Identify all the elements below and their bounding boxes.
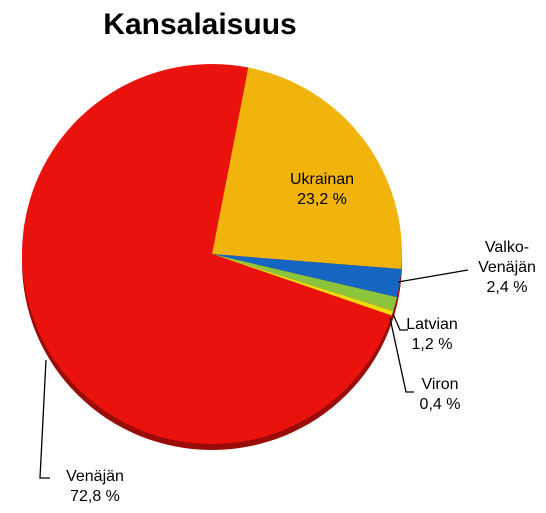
pie-slice <box>212 254 394 316</box>
category-label: Valko-Venäjän <box>478 239 536 276</box>
pie-slice <box>212 67 402 269</box>
leader-line <box>392 313 408 331</box>
leader-line <box>39 359 50 479</box>
data-label: Valko-Venäjän 2,4 % <box>477 238 537 298</box>
data-label: Viron 0,4 % <box>420 375 461 415</box>
leader-line <box>389 317 414 393</box>
leader-line <box>397 269 469 283</box>
pie-slice <box>212 254 402 298</box>
leader-lines <box>39 269 469 479</box>
pie-slice <box>22 64 392 444</box>
value-label: 72,8 % <box>70 488 120 505</box>
pie-slice <box>212 254 398 312</box>
data-label: Venäjän 72,8 % <box>66 467 124 507</box>
category-label: Venäjän <box>66 468 124 485</box>
value-label: 23,2 % <box>297 191 347 208</box>
category-label: Ukrainan <box>289 171 355 188</box>
data-label: Latvian 1,2 % <box>406 315 458 355</box>
category-label: Latvian <box>406 316 458 333</box>
data-label: Ukrainan 23,2 % <box>290 170 354 210</box>
value-label: 2,4 % <box>486 279 528 296</box>
value-label: 0,4 % <box>419 396 461 413</box>
category-label: Viron <box>421 376 459 393</box>
chart-title: Kansalaisuus <box>103 8 297 41</box>
slices <box>22 64 402 444</box>
value-label: 1,2 % <box>411 336 453 353</box>
